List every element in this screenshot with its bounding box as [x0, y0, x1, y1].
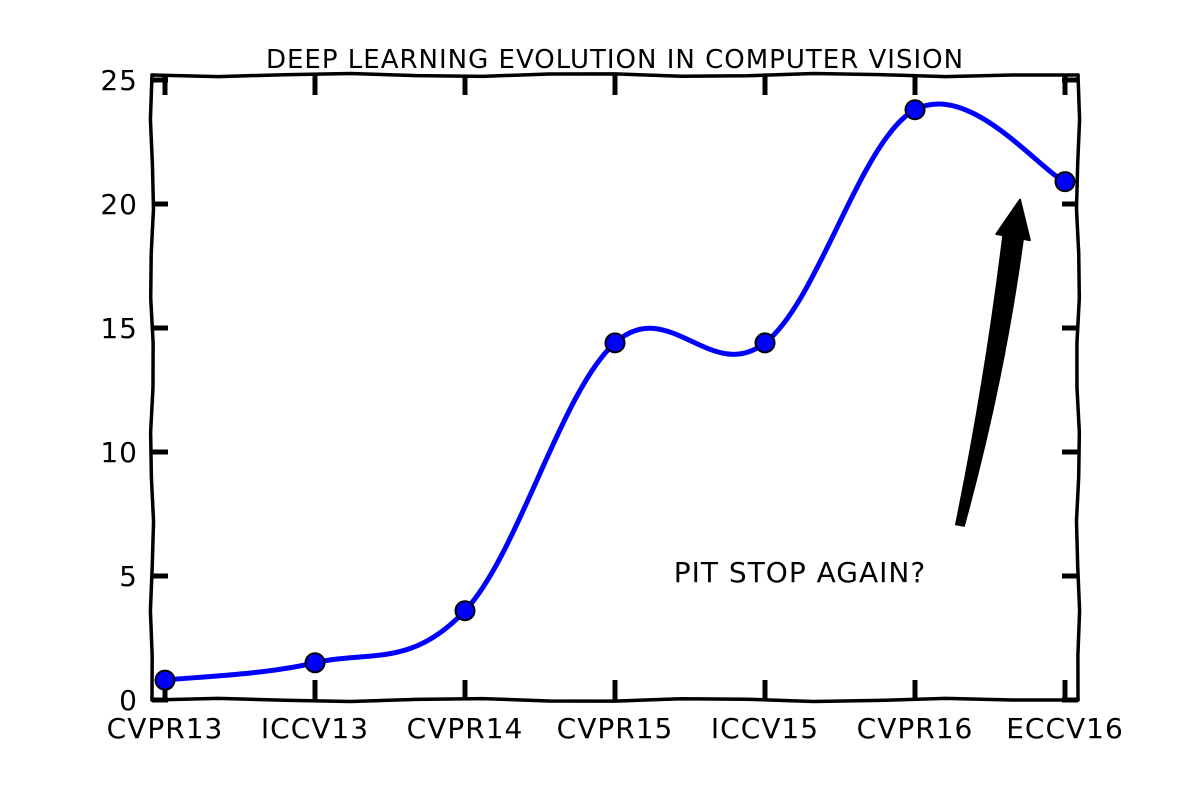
y-tick-label: 5: [119, 560, 138, 593]
data-point: [1054, 171, 1076, 193]
y-tick-label: 25: [100, 64, 138, 97]
y-ticks: 0 5 10 15 20 25: [100, 64, 1078, 717]
series-line: [162, 101, 1068, 683]
x-tick-label: CVPR14: [407, 712, 524, 745]
frame-right: [1074, 73, 1082, 702]
x-tick-label: ECCV16: [1006, 712, 1124, 745]
y-tick-label: 20: [100, 188, 138, 221]
x-tick-label: ICCV13: [261, 712, 369, 745]
x-tick-label: CVPR13: [107, 712, 224, 745]
data-point: [754, 332, 776, 354]
y-tick-label: 10: [100, 436, 138, 469]
x-ticks: CVPR13 ICCV13 CVPR14 CVPR15 ICCV15 CVPR16 ECCV…: [107, 75, 1124, 745]
points-layer: [154, 99, 1076, 691]
data-point: [604, 332, 626, 354]
y-tick-label: 15: [100, 312, 138, 345]
annotation-arrow-shaft: [954, 234, 1025, 527]
data-point: [454, 600, 476, 622]
y-tick-label: 0: [119, 684, 138, 717]
annotation-text: PIT STOP AGAIN?: [674, 556, 926, 589]
annotation-arrow-head: [995, 198, 1031, 242]
series-line-halo: [160, 98, 1070, 686]
frame-top: [150, 71, 1080, 79]
data-point: [904, 99, 926, 121]
x-tick-label: CVPR15: [557, 712, 674, 745]
chart-title: DEEP LEARNING EVOLUTION IN COMPUTER VISI…: [266, 45, 964, 75]
plot-frame: [148, 71, 1082, 704]
annotation-layer: PIT STOP AGAIN?: [674, 198, 1031, 589]
frame-left: [148, 73, 156, 702]
data-point: [154, 669, 176, 691]
data-point: [304, 652, 326, 674]
frame-bottom: [150, 696, 1080, 704]
x-tick-label: ICCV15: [711, 712, 819, 745]
series-layer: [160, 98, 1070, 686]
x-tick-label: CVPR16: [857, 712, 974, 745]
